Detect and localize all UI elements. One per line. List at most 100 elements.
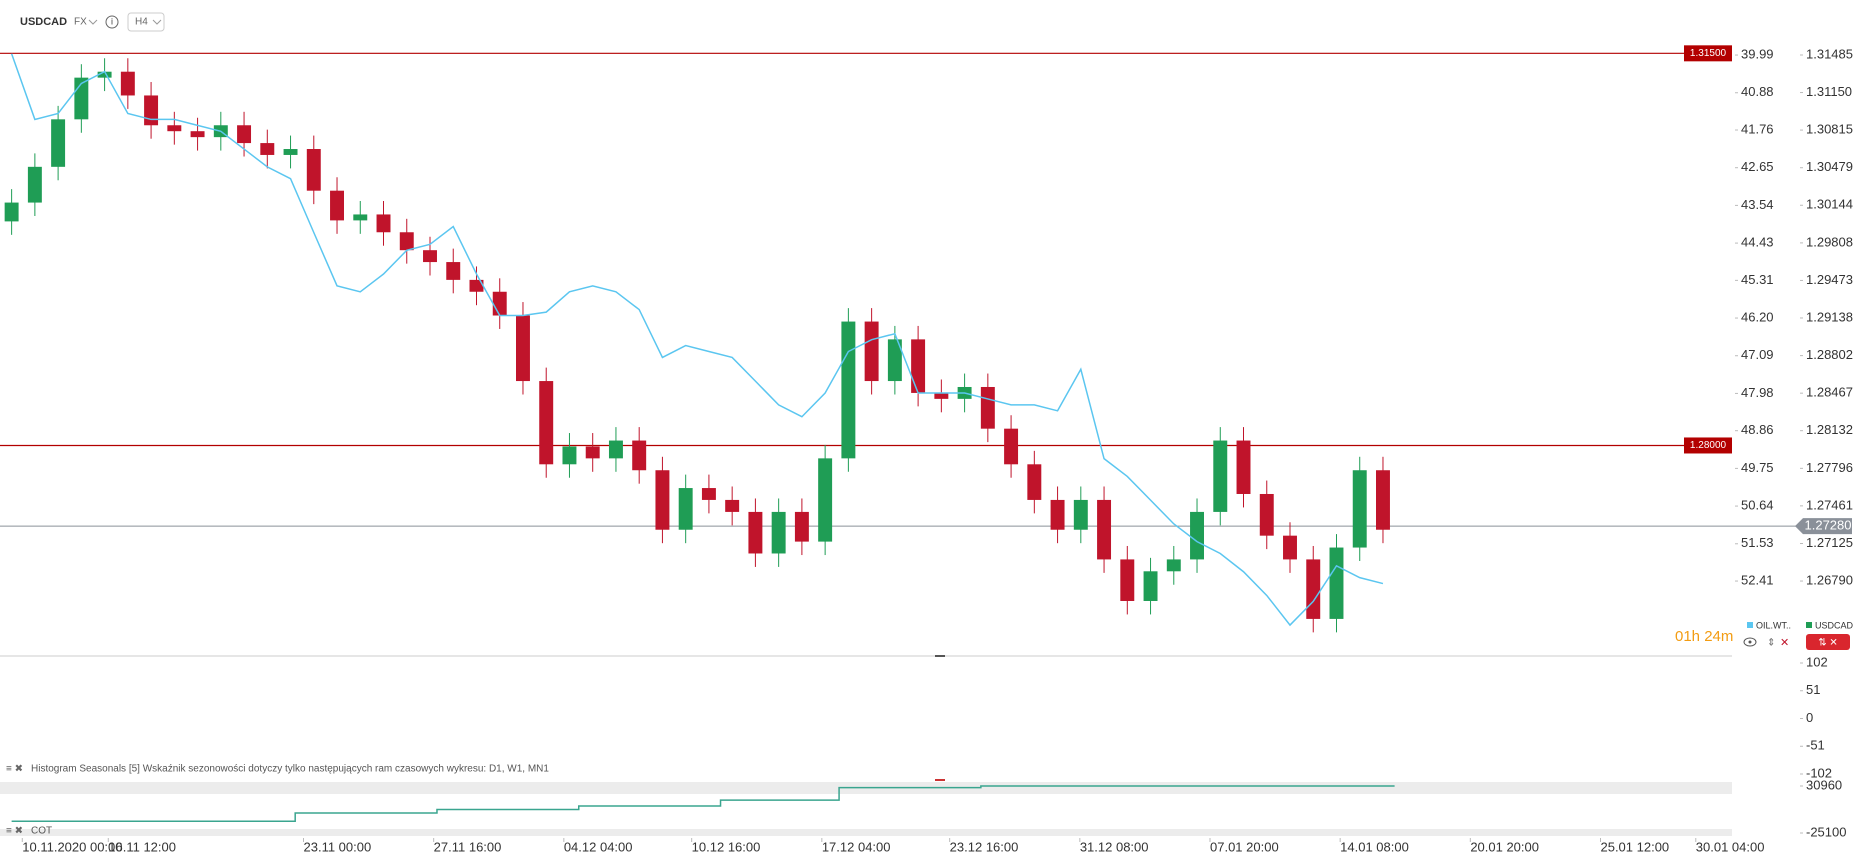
y2-tick-label: 51.53 [1741, 535, 1774, 550]
y2-tick-label: 50.64 [1741, 498, 1774, 513]
candle-body [1283, 535, 1297, 560]
y-tick-label: 1.27796 [1806, 460, 1853, 475]
y-tick-label: 1.27125 [1806, 535, 1853, 550]
y-tick-label: 1.28467 [1806, 385, 1853, 400]
candle-body [376, 214, 391, 233]
current-price-label: 1.27280 [1805, 518, 1852, 533]
countdown: 01h 24m [1675, 628, 1733, 645]
y-tick-label: 51 [1806, 682, 1820, 697]
candle-body [516, 315, 530, 382]
y-tick-label: 30960 [1806, 777, 1842, 792]
candle-body [306, 149, 321, 191]
x-tick-label: 23.12 16:00 [950, 839, 1019, 854]
candle-body [794, 511, 809, 542]
y-tick-label: 1.29138 [1806, 309, 1853, 324]
candle-body [934, 392, 949, 399]
y-tick-label: -25100 [1806, 824, 1846, 839]
y2-tick-label: 47.09 [1741, 347, 1774, 362]
visibility-icon[interactable] [1743, 637, 1757, 647]
candle-body [887, 339, 902, 382]
dropdown-icon[interactable] [88, 19, 98, 25]
candle-body [562, 446, 577, 465]
dropdown-icon[interactable] [152, 19, 162, 25]
candle-body [330, 190, 344, 221]
y2-tick-label: 40.88 [1741, 84, 1774, 99]
price-level-box [1684, 45, 1732, 62]
candle-body [1259, 493, 1274, 536]
candle-body [167, 125, 182, 132]
price-level-label: 1.28000 [1690, 440, 1727, 451]
candle-body [446, 262, 461, 280]
candle-body [97, 71, 112, 78]
x-tick-label: 23.11 00:00 [304, 839, 372, 854]
oil-line [10, 53, 1384, 627]
candle-body [585, 446, 600, 459]
candle-body [818, 458, 833, 542]
y-tick-label: 1.31150 [1806, 84, 1852, 99]
x-tick-label: 16.11 12:00 [108, 839, 176, 854]
candle-body [608, 440, 623, 459]
y2-tick-label: 49.75 [1741, 460, 1774, 475]
interval-box[interactable] [127, 12, 165, 32]
x-tick-label: 17.12 04:00 [822, 839, 891, 854]
move-icon[interactable]: ⇕ [1767, 638, 1775, 649]
y2-tick-label: 47.98 [1741, 385, 1774, 400]
price-level-box [1684, 437, 1732, 454]
candle-body [1190, 511, 1204, 560]
y2-tick-label: 46.20 [1741, 309, 1774, 324]
candle-body [260, 143, 275, 155]
legend-label: OIL.WT.. [1756, 620, 1791, 630]
info-icon[interactable] [105, 15, 119, 29]
panel-icons[interactable]: ≡ ✖ [6, 826, 23, 837]
y2-tick-label: 42.65 [1741, 159, 1774, 174]
cot-line [11, 785, 1395, 822]
candle-body [911, 339, 926, 393]
y2-tick-label: 52.41 [1741, 572, 1774, 587]
candle-body [632, 440, 647, 471]
candle-body [771, 511, 786, 554]
y-tick-label: 102 [1806, 654, 1828, 669]
x-tick-label: 31.12 08:00 [1080, 839, 1149, 854]
y-tick-label: -51 [1806, 738, 1825, 753]
candle-body [748, 511, 763, 554]
candle-body [283, 149, 298, 155]
x-tick-label: 27.11 16:00 [434, 839, 502, 854]
cot-title: COT [31, 826, 52, 837]
current-price-box [1795, 518, 1852, 535]
y2-tick-label: 48.86 [1741, 422, 1774, 437]
candle-body [725, 499, 740, 512]
candle-body [1329, 547, 1344, 619]
candle-body [655, 470, 670, 530]
candle-body [701, 488, 716, 500]
candle-body [1120, 559, 1135, 601]
seasonal-title: Histogram Seasonals [5] Wskaźnik sezonow… [31, 764, 549, 775]
candle-body [539, 381, 554, 465]
y-tick-label: 1.29808 [1806, 234, 1853, 249]
price-level-label: 1.31500 [1690, 48, 1727, 59]
x-tick-label: 25.01 12:00 [1600, 839, 1669, 854]
series-button[interactable] [1806, 634, 1850, 650]
panel-icons[interactable]: ≡ ✖ [6, 764, 23, 775]
close-icon[interactable]: ✕ [1780, 637, 1789, 649]
y2-tick-label: 43.54 [1741, 197, 1774, 212]
candle-body [1050, 499, 1065, 530]
market: FX [74, 17, 87, 28]
legend-label: USDCAD [1815, 620, 1854, 630]
candle-body [980, 386, 995, 429]
candle-body [1143, 571, 1158, 601]
candle-body [399, 232, 414, 251]
y-tick-label: 1.30479 [1806, 159, 1853, 174]
x-tick-label: 07.01 20:00 [1210, 839, 1279, 854]
y-tick-label: 1.26790 [1806, 572, 1853, 587]
y-tick-label: 1.27461 [1806, 497, 1853, 512]
candle-body [120, 71, 135, 96]
symbol[interactable]: USDCAD [20, 16, 67, 28]
legend-swatch [1747, 622, 1753, 628]
y-tick-label: -102 [1806, 765, 1832, 780]
candle-body [1097, 499, 1112, 560]
candle-body [678, 488, 693, 530]
y-tick-label: 0 [1806, 710, 1813, 725]
candle-body [51, 119, 66, 167]
legend-swatch [1806, 622, 1812, 628]
